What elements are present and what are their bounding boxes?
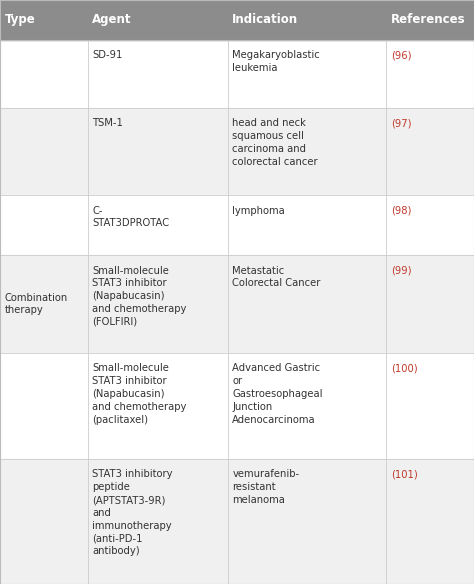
- Text: Small-molecule
STAT3 inhibitor
(Napabucasin)
and chemotherapy
(FOLFIRI): Small-molecule STAT3 inhibitor (Napabuca…: [92, 266, 187, 326]
- Text: Small-molecule
STAT3 inhibitor
(Napabucasin)
and chemotherapy
(paclitaxel): Small-molecule STAT3 inhibitor (Napabuca…: [92, 363, 187, 425]
- Text: (99): (99): [391, 266, 411, 276]
- Bar: [0, 0, 474, 40]
- Text: lymphoma: lymphoma: [232, 206, 285, 215]
- Text: STAT3 inhibitory
peptide
(APTSTAT3-9R)
and
immunotherapy
(anti-PD-1
antibody): STAT3 inhibitory peptide (APTSTAT3-9R) a…: [92, 470, 173, 557]
- Text: Combination
therapy: Combination therapy: [5, 293, 68, 315]
- Text: TSM-1: TSM-1: [92, 119, 123, 128]
- Text: Indication: Indication: [232, 13, 299, 26]
- Text: Advanced Gastric
or
Gastroesophageal
Junction
Adenocarcinoma: Advanced Gastric or Gastroesophageal Jun…: [232, 363, 323, 425]
- Bar: [0, 108, 474, 195]
- Text: References: References: [391, 13, 465, 26]
- Text: Metastatic
Colorectal Cancer: Metastatic Colorectal Cancer: [232, 266, 320, 288]
- Text: C-
STAT3DPROTAC: C- STAT3DPROTAC: [92, 206, 170, 228]
- Text: vemurafenib-
resistant
melanoma: vemurafenib- resistant melanoma: [232, 470, 300, 505]
- Text: Megakaryoblastic
leukemia: Megakaryoblastic leukemia: [232, 50, 320, 73]
- Text: SD-91: SD-91: [92, 50, 123, 60]
- Text: (98): (98): [391, 206, 411, 215]
- Text: (101): (101): [391, 470, 418, 479]
- Text: (100): (100): [391, 363, 418, 373]
- Text: head and neck
squamous cell
carcinoma and
colorectal cancer: head and neck squamous cell carcinoma an…: [232, 119, 318, 167]
- Bar: [0, 195, 474, 255]
- Bar: [0, 40, 474, 108]
- Bar: [0, 459, 474, 584]
- Text: (97): (97): [391, 119, 411, 128]
- Bar: [0, 255, 474, 353]
- Bar: [0, 353, 474, 459]
- Text: Agent: Agent: [92, 13, 132, 26]
- Text: (96): (96): [391, 50, 411, 60]
- Text: Type: Type: [5, 13, 36, 26]
